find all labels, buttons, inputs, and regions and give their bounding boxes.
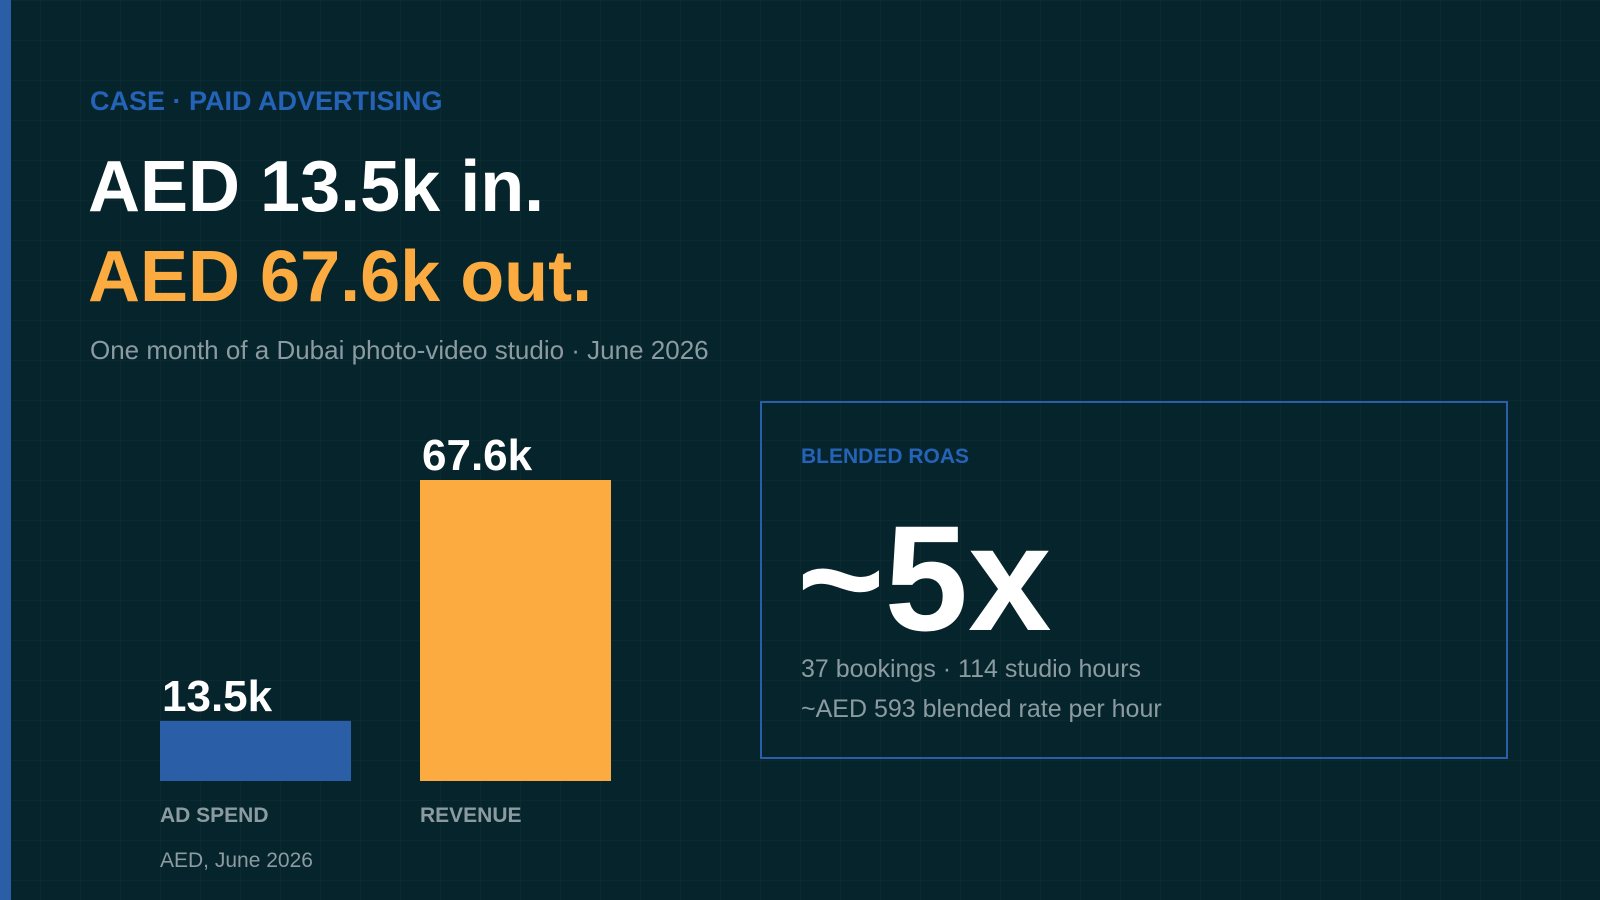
bar	[420, 480, 611, 781]
value-label: 13.5k	[162, 672, 273, 721]
title-line: AED 67.6k out.	[88, 237, 593, 317]
card-headline: ~5x	[797, 494, 1052, 662]
subtitle: One month of a Dubai photo-video studio …	[90, 335, 709, 365]
card-line: ~AED 593 blended rate per hour	[801, 695, 1162, 723]
category-label: AD SPEND	[160, 804, 269, 827]
category-label: REVENUE	[420, 804, 522, 827]
chart: 13.5k AD SPEND 67.6k REVENUE AED, June 2026	[160, 431, 611, 872]
value-label: 67.6k	[422, 431, 533, 480]
kicker: CASE · PAID ADVERTISING	[90, 86, 443, 116]
card-label: BLENDED ROAS	[801, 445, 970, 468]
roas-card: BLENDED ROAS ~5x 37 bookings · 114 studi…	[760, 401, 1508, 759]
bar	[160, 720, 351, 781]
accent-stripe	[0, 0, 11, 900]
chart-note: AED, June 2026	[160, 849, 313, 872]
card-line: 37 bookings · 114 studio hours	[801, 655, 1142, 683]
title-line: AED 13.5k in.	[88, 147, 545, 227]
